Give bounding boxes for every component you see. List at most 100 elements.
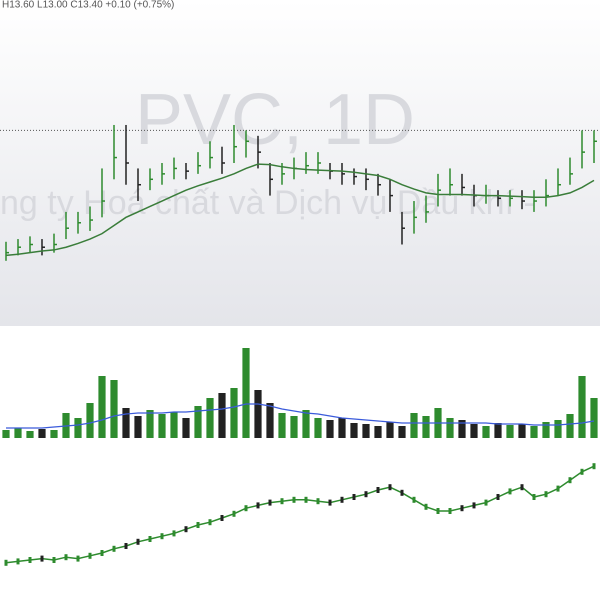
volume-bar (482, 426, 490, 438)
obv-bar (436, 508, 440, 514)
volume-bar (446, 418, 454, 438)
volume-bar (146, 410, 154, 438)
obv-bar (448, 508, 452, 514)
obv-bar (580, 468, 584, 475)
volume-bar (386, 422, 394, 438)
volume-bar (242, 348, 250, 438)
obv-bar (508, 488, 512, 495)
volume-bar (554, 420, 562, 438)
obv-bar (100, 550, 104, 556)
volume-bar (590, 398, 598, 438)
volume-bar (86, 403, 94, 438)
obv-bar (412, 496, 416, 503)
obv-bar (520, 484, 524, 491)
volume-bar (14, 428, 22, 438)
volume-bar (218, 393, 226, 438)
volume-bar (458, 420, 466, 438)
ohlc-header: H13.60 L13.00 C13.40 +0.10 (+0.75%) (2, 0, 174, 11)
volume-bar (50, 430, 58, 438)
obv-bar (472, 502, 476, 509)
volume-bar (362, 424, 370, 438)
obv-bar (532, 494, 536, 500)
obv-line (5, 465, 595, 564)
obv-pane (0, 440, 600, 600)
volume-bar (158, 414, 166, 438)
moving-average (5, 163, 595, 257)
volume-bar (2, 430, 10, 438)
volume-bar (530, 426, 538, 438)
volume-bar (170, 412, 178, 438)
volume-bar (338, 418, 346, 438)
volume-bar (254, 390, 262, 438)
volume-bar (506, 425, 514, 438)
obv-bar (184, 526, 188, 533)
obv-bar (28, 557, 32, 563)
obv-bar (136, 538, 140, 545)
volume-bar (566, 414, 574, 438)
volume-bar (326, 420, 334, 438)
volume-bar (134, 416, 142, 438)
volume-average (6, 403, 595, 429)
obv-bar (4, 559, 8, 566)
obv-bar (364, 491, 368, 498)
volume-bar (422, 416, 430, 438)
volume-bar (470, 424, 478, 438)
obv-bar (196, 522, 200, 528)
obv-bar (496, 494, 500, 500)
obv-bar (256, 502, 260, 509)
obv-bar (376, 487, 380, 493)
obv-bar (280, 498, 284, 505)
obv-bar (424, 503, 428, 510)
obv-bar (544, 491, 548, 498)
obv-bar (220, 515, 224, 521)
volume-bar (398, 426, 406, 438)
volume-bar (278, 413, 286, 438)
volume-bar (542, 422, 550, 438)
obv-bar (148, 536, 152, 542)
obv-bar (64, 554, 68, 561)
obv-bar (112, 545, 116, 552)
obv-bar (328, 499, 332, 506)
price-pane (0, 0, 600, 326)
obv-bar (16, 558, 20, 565)
obv-bar (388, 484, 392, 491)
volume-bar (494, 423, 502, 438)
volume-bar (518, 424, 526, 438)
volume-bar (230, 388, 238, 438)
obv-bar (340, 496, 344, 503)
watermark-subtitle: ng ty Hoá chất và Dịch vụ Dầu khí - (0, 184, 535, 222)
volume-bar (302, 410, 310, 438)
volume-bar (314, 418, 322, 438)
volume-bar (374, 426, 382, 438)
obv-bar (484, 499, 488, 506)
obv-bar (88, 552, 92, 559)
obv-bar (568, 477, 572, 484)
volume-bar (410, 413, 418, 438)
volume-bar (206, 398, 214, 438)
obv-bar (172, 530, 176, 537)
volume-bar (578, 376, 586, 438)
volume-bar (194, 406, 202, 438)
volume-bar (350, 423, 358, 438)
separator (0, 326, 600, 334)
obv-bar (316, 498, 320, 505)
obv-bar (556, 485, 560, 492)
obv-bar (208, 519, 212, 526)
volume-bar (266, 403, 274, 438)
volume-bar (182, 418, 190, 438)
volume-bar (110, 380, 118, 438)
volume-bar (290, 416, 298, 438)
obv-bar (268, 499, 272, 506)
obv-bar (40, 555, 44, 562)
obv-bar (352, 494, 356, 500)
volume-bar (98, 376, 106, 438)
obv-bar (76, 555, 80, 562)
volume-bar (38, 429, 46, 438)
obv-bar (292, 496, 296, 503)
obv-bar (460, 505, 464, 512)
obv-bar (304, 496, 308, 503)
obv-bar (592, 463, 596, 470)
volume-bar (74, 418, 82, 438)
obv-bar (244, 505, 248, 512)
